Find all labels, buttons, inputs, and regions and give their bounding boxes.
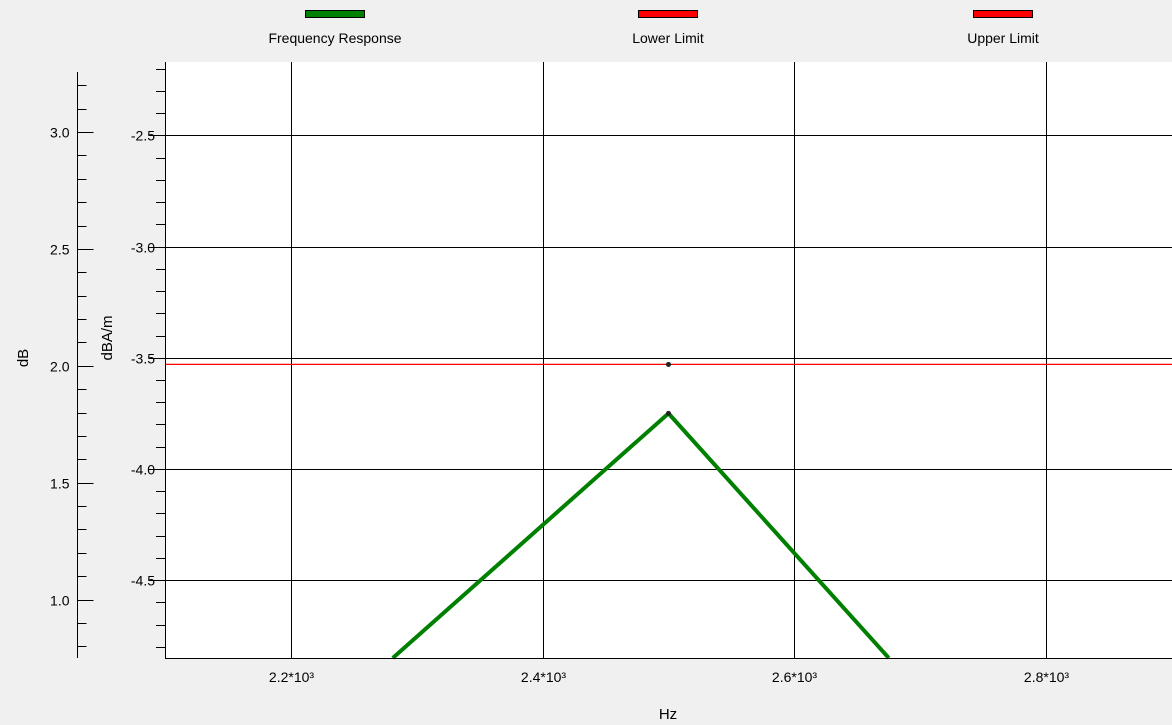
y-right-tick-label: -3.5: [131, 351, 155, 367]
legend-label: Upper Limit: [967, 30, 1039, 46]
y-right-tick-label: -4.5: [131, 573, 155, 589]
y-left-tick-label: 2.0: [50, 359, 70, 375]
data-point-marker: [666, 361, 671, 367]
legend-swatch: [305, 10, 365, 18]
series-layer: [165, 361, 1172, 660]
x-axis-label: Hz: [659, 706, 677, 723]
grid: [165, 62, 1172, 658]
y-axis-right-label: dBA/m: [99, 315, 116, 360]
x-tick-label: 2.4*10³: [521, 669, 566, 685]
y-right-tick-label: -3.0: [131, 240, 155, 256]
y-axis-left-label: dB: [15, 349, 32, 367]
legend-swatch: [638, 10, 698, 18]
y-left-tick-label: 3.0: [50, 125, 70, 141]
legend-label: Frequency Response: [268, 30, 402, 46]
y-right-tick-label: -2.5: [131, 128, 155, 144]
plot-area[interactable]: [165, 62, 1172, 658]
y-left-tick-label: 2.5: [50, 242, 70, 258]
legend-item-frequency-response[interactable]: Frequency Response: [235, 10, 435, 46]
data-point-marker: [666, 410, 671, 416]
legend-item-lower-limit[interactable]: Lower Limit: [568, 10, 768, 46]
legend-label: Lower Limit: [632, 30, 704, 46]
x-tick-label: 2.2*10³: [269, 669, 314, 685]
legend-item-upper-limit[interactable]: Upper Limit: [903, 10, 1103, 46]
y-right-tick-label: -4.0: [131, 462, 155, 478]
y-left-tick-label: 1.0: [50, 593, 70, 609]
x-tick-label: 2.6*10³: [772, 669, 817, 685]
legend-swatch: [973, 10, 1033, 18]
axes: 2.2*10³ 2.4*10³ 2.6*10³ 2.8*10³ -2.5 -3.0 -3.5…: [50, 62, 1172, 685]
x-tick-label: 2.8*10³: [1024, 669, 1069, 685]
y-left-tick-label: 1.5: [50, 476, 70, 492]
